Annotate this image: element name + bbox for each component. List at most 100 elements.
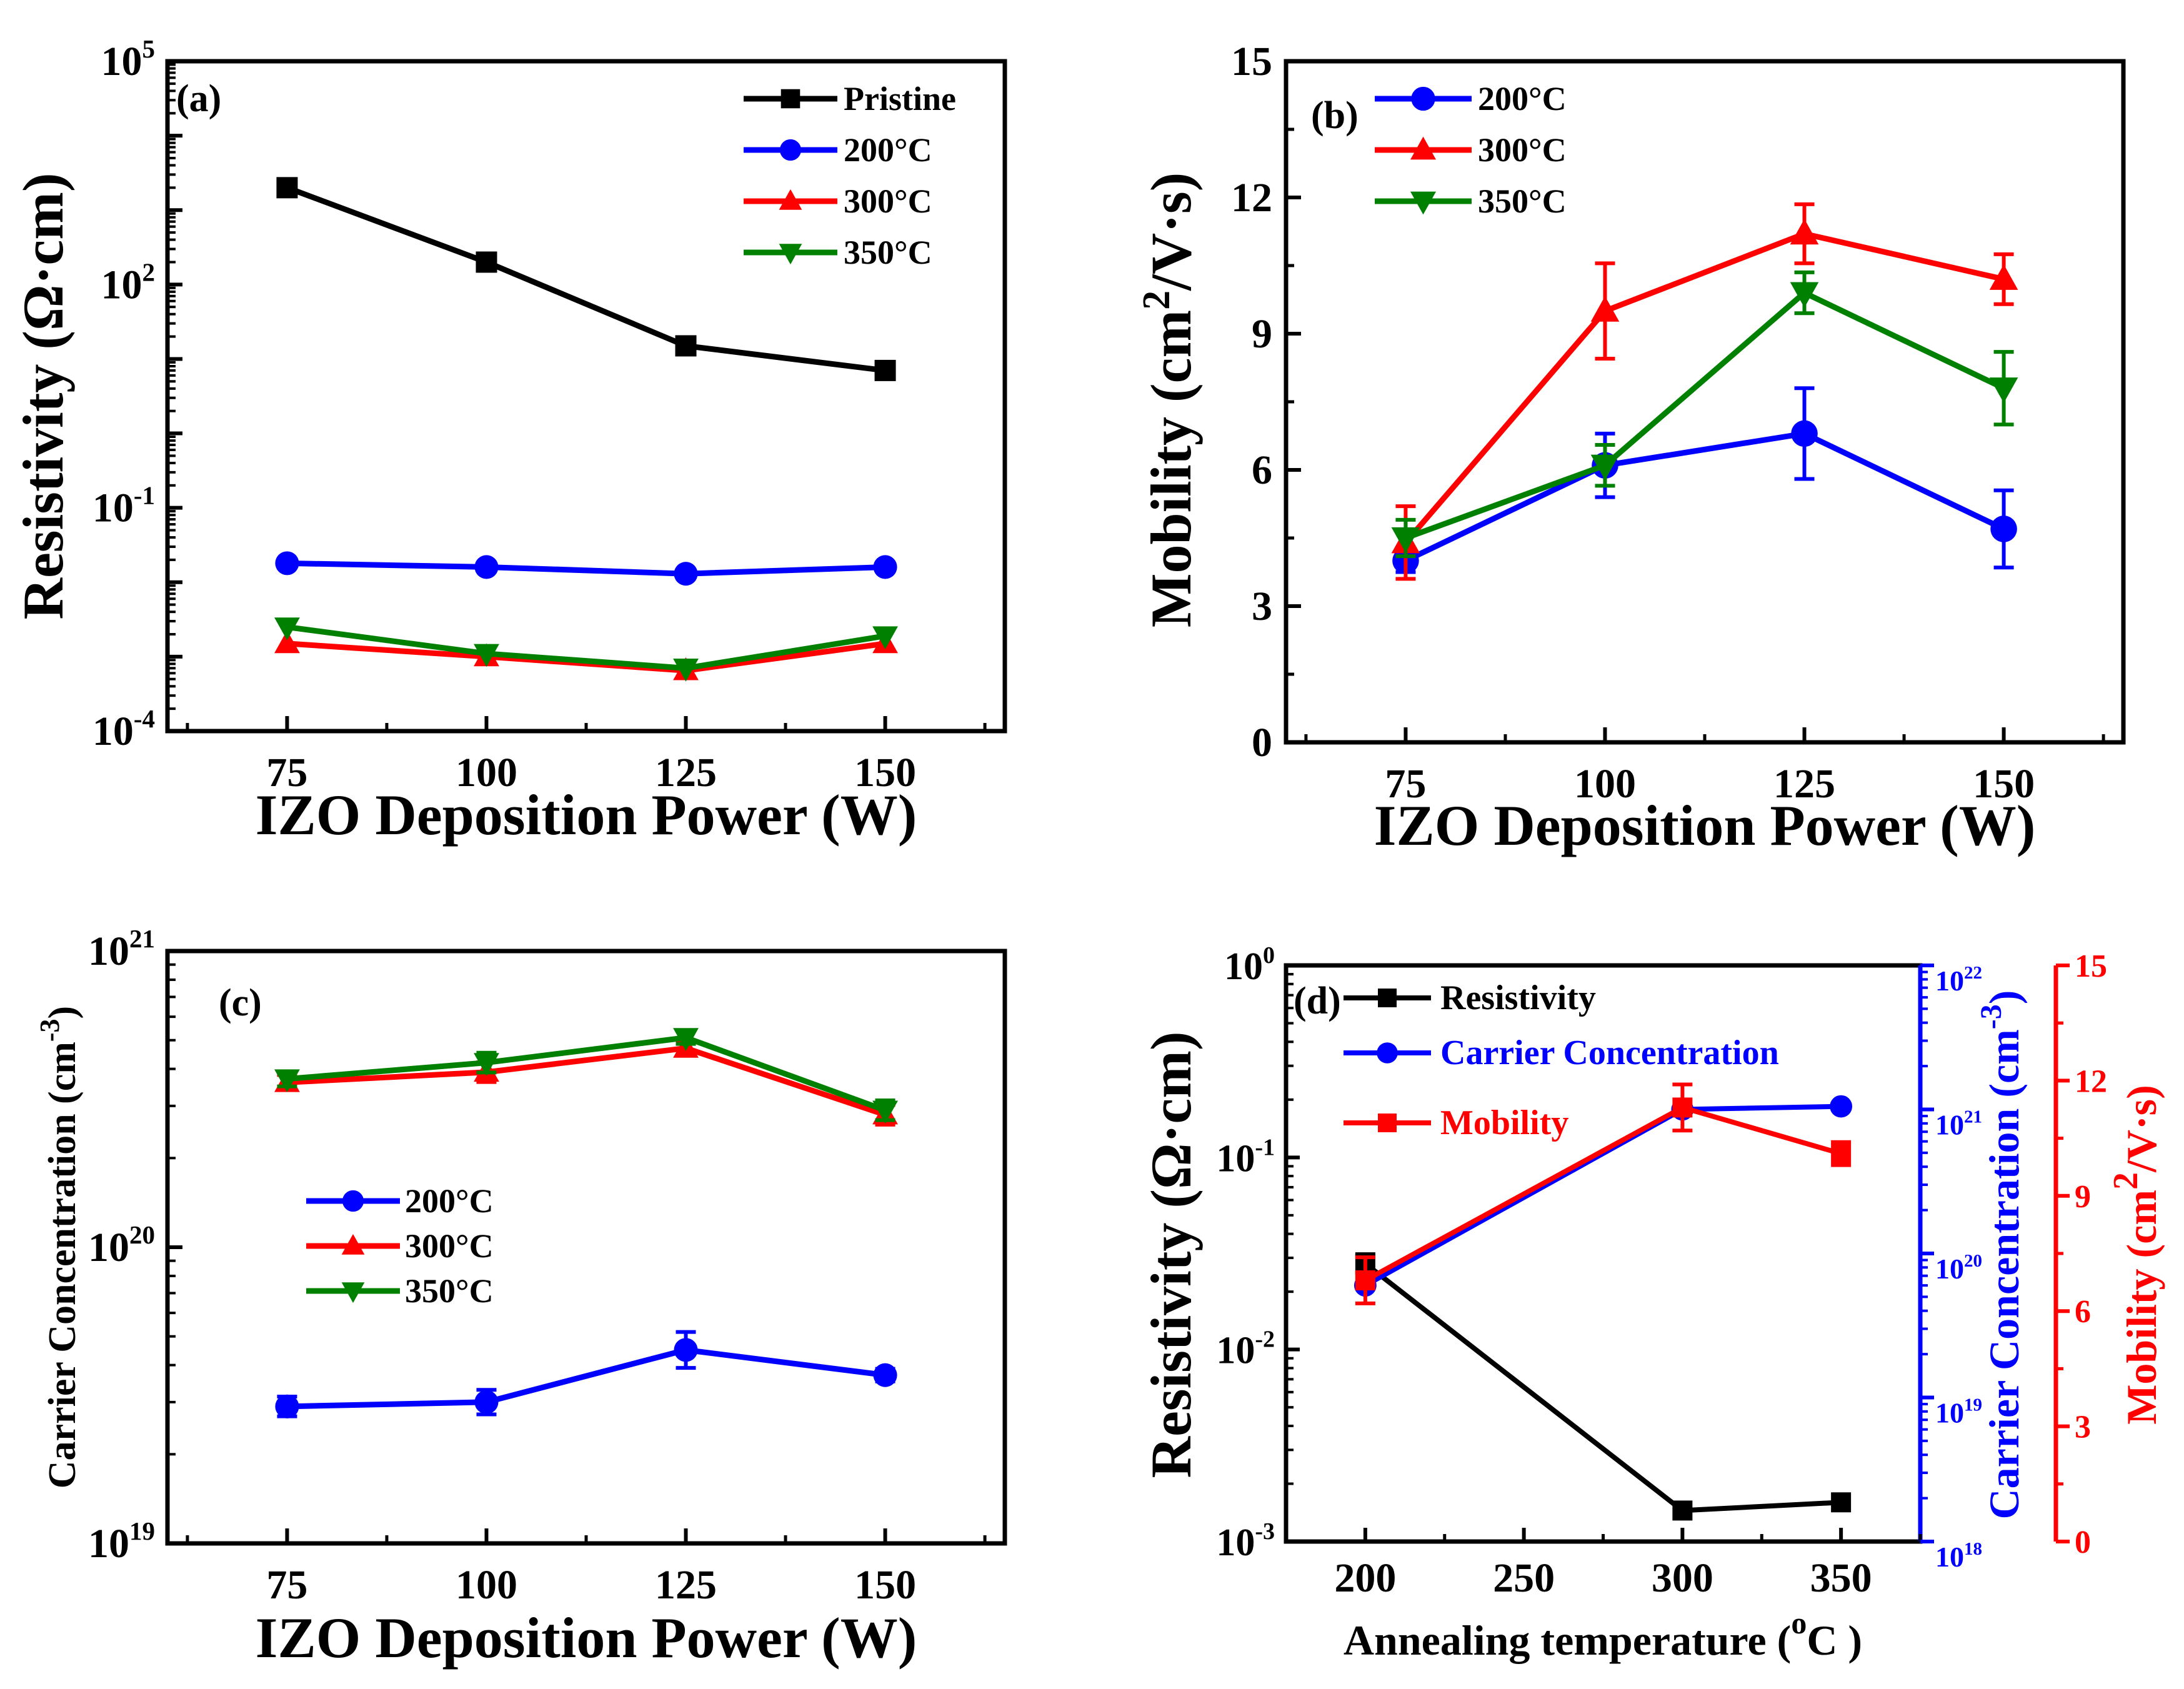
y-left-tick-label-base: 10 xyxy=(1216,1330,1255,1372)
legend-marker-resistivity xyxy=(1378,989,1397,1007)
panel-d-xlabel: Annealing temperature (oC ) xyxy=(1344,1605,1862,1664)
data-point-pristine xyxy=(675,335,697,357)
panel-a-xlabel: IZO Deposition Power (W) xyxy=(256,783,917,847)
panel-b-frame xyxy=(1284,59,2126,745)
y-left-tick-label: 10-2 xyxy=(1216,1327,1275,1372)
x-tick-label: 100 xyxy=(1574,761,1636,807)
data-point-300c xyxy=(274,630,300,654)
legend-c-300: 300°C xyxy=(405,1227,494,1265)
data-point-mobility xyxy=(1831,1143,1852,1164)
y-right1-tick-label: 1018 xyxy=(1935,1539,1982,1573)
legend-d-mobility: Mobility xyxy=(1440,1104,1568,1142)
y-tick-label-exp: 5 xyxy=(142,34,156,63)
legend-marker-mobility xyxy=(1378,1114,1397,1132)
data-point-350c xyxy=(1790,282,1819,308)
panel-c-xlabel: IZO Deposition Power (W) xyxy=(256,1606,917,1670)
y-tick-label: 1020 xyxy=(88,1220,155,1270)
data-point-350c xyxy=(673,1028,699,1051)
y-tick-label-base: 10 xyxy=(92,486,134,531)
data-point-350c xyxy=(673,659,699,682)
panel-d-ticks: 200 250 300 35010-310-210-11001018101910201… xyxy=(1216,942,2107,1601)
legend-marker-200c xyxy=(779,139,802,161)
y-right1-tick-label-exp: 21 xyxy=(1964,1107,1982,1127)
panel-d-ylabel-right2-tail: /V·s) xyxy=(2118,1085,2165,1173)
y-right1-tick-label: 1022 xyxy=(1935,963,1982,997)
y-tick-label: 10-1 xyxy=(92,481,155,531)
series-line-resistivity xyxy=(1364,1262,1842,1513)
y-tick-label: 1019 xyxy=(88,1517,155,1567)
series-line-200c xyxy=(287,560,885,577)
x-tick-label: 150 xyxy=(854,750,916,795)
y-right1-tick-label-exp: 18 xyxy=(1964,1539,1982,1559)
panel-d-ylabel-right1-main: Carrier Concentration (cm xyxy=(1980,1029,2028,1519)
y-tick-label: 3 xyxy=(1252,584,1272,629)
panel-c-label: (c) xyxy=(219,982,262,1024)
y-left-tick-label-exp: -1 xyxy=(1255,1134,1275,1160)
y-left-tick-label: 10-1 xyxy=(1216,1134,1275,1180)
y-left-tick-label-base: 10 xyxy=(1216,1137,1255,1180)
y-tick-label: 1021 xyxy=(88,924,155,974)
y-tick-label: 6 xyxy=(1252,447,1272,493)
data-point-mobility xyxy=(1355,1270,1375,1291)
y-left-tick-label-exp: -2 xyxy=(1255,1327,1275,1353)
x-tick-label: 350 xyxy=(1810,1555,1872,1601)
y-right1-tick-label-exp: 20 xyxy=(1964,1251,1982,1271)
data-point-350c xyxy=(872,626,898,649)
legend-marker-350c xyxy=(779,244,802,265)
legend-a-350: 350°C xyxy=(844,234,932,271)
panel-d-marks xyxy=(1344,989,1853,1521)
data-point-200c xyxy=(275,551,299,575)
panel-d-ylabel-left: Resistivity (Ω·cm) xyxy=(1139,1032,1203,1478)
data-point-mobility xyxy=(1672,1097,1693,1118)
panel-b-ylabel-sup: 2 xyxy=(1135,291,1178,310)
panel-b: 75 100 125 150 0 3 6 9 12 15 (b) IZO Deposition P… xyxy=(1135,39,2126,857)
data-point-350c xyxy=(1391,527,1420,553)
panel-d-ylabel-right2: Mobility (cm2/V·s) xyxy=(2107,1085,2165,1425)
y-left-tick-label: 100 xyxy=(1224,942,1275,988)
panel-a-legend: Pristine 200°C 300°C 350°C xyxy=(844,80,956,271)
data-point-300c xyxy=(1790,219,1819,245)
data-point-pristine xyxy=(476,251,497,273)
panel-b-ylabel-tail: /V·s) xyxy=(1139,172,1203,291)
panel-d-ylabel-right1-sup: -3 xyxy=(1975,1004,2008,1029)
x-tick-label: 125 xyxy=(655,750,717,795)
data-point-300c xyxy=(1989,264,2018,290)
panel-d-xlabel-tail: C ) xyxy=(1807,1617,1862,1664)
y-tick-label-base: 10 xyxy=(101,39,142,84)
y-left-tick-label-exp: 0 xyxy=(1263,942,1275,969)
panel-a-marks xyxy=(274,89,898,682)
y-tick-label: 102 xyxy=(101,257,156,307)
y-left-tick-label-base: 10 xyxy=(1216,1522,1255,1564)
data-point-350c xyxy=(1989,377,2018,403)
y-tick-label: 105 xyxy=(101,34,156,84)
y-right1-tick-label-base: 10 xyxy=(1935,1541,1964,1573)
x-tick-label: 75 xyxy=(266,1562,307,1608)
data-point-200c xyxy=(1791,420,1818,447)
y-left-tick-label-exp: -3 xyxy=(1255,1518,1275,1545)
y-right2-tick-label: 12 xyxy=(2075,1064,2107,1099)
series-line-200c xyxy=(287,1347,886,1410)
data-point-resistivity xyxy=(1831,1492,1852,1513)
data-point-200c xyxy=(674,1338,698,1362)
y-tick-label-base: 10 xyxy=(92,709,134,754)
y-tick-label-base: 10 xyxy=(88,1225,129,1270)
series-line-350c xyxy=(1404,289,2005,541)
data-point-200c xyxy=(474,1390,499,1414)
y-tick-label-base: 10 xyxy=(88,1521,129,1567)
legend-marker-200c xyxy=(342,1190,364,1212)
x-tick-label: 100 xyxy=(456,750,517,795)
data-point-300c xyxy=(1590,296,1620,322)
data-point-200c xyxy=(674,562,698,586)
y-right1-tick-label: 1020 xyxy=(1935,1251,1982,1285)
data-point-350c xyxy=(872,1100,898,1124)
panel-d-xlabel-sup: o xyxy=(1791,1605,1807,1640)
y-tick-label-base: 10 xyxy=(88,929,129,974)
series-line-200c xyxy=(1404,431,2005,564)
panel-b-marks xyxy=(1375,86,2018,581)
x-tick-label: 75 xyxy=(1385,761,1426,807)
